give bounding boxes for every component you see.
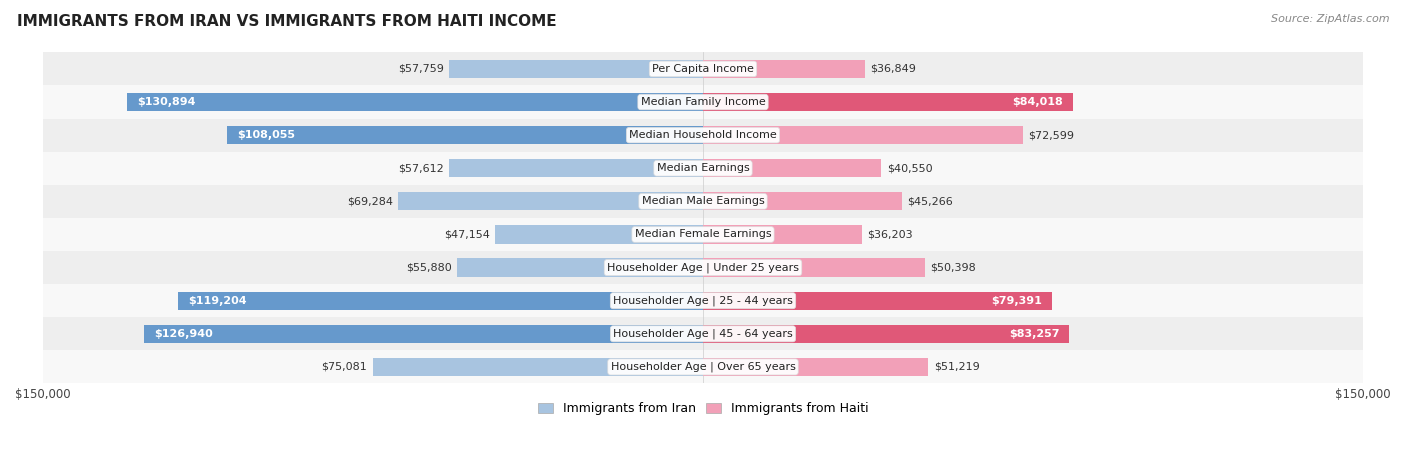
Bar <box>42 350 1364 383</box>
Bar <box>42 317 1364 350</box>
Text: $69,284: $69,284 <box>347 196 392 206</box>
Bar <box>42 251 1364 284</box>
Bar <box>42 119 1364 152</box>
Text: Median Female Earnings: Median Female Earnings <box>634 229 772 240</box>
Text: IMMIGRANTS FROM IRAN VS IMMIGRANTS FROM HAITI INCOME: IMMIGRANTS FROM IRAN VS IMMIGRANTS FROM … <box>17 14 557 29</box>
Text: $72,599: $72,599 <box>1028 130 1074 140</box>
Text: Median Family Income: Median Family Income <box>641 97 765 107</box>
Text: Median Male Earnings: Median Male Earnings <box>641 196 765 206</box>
Text: $47,154: $47,154 <box>444 229 491 240</box>
Bar <box>398 192 703 211</box>
Text: $79,391: $79,391 <box>991 296 1042 306</box>
Bar <box>703 192 903 211</box>
Text: $36,203: $36,203 <box>868 229 914 240</box>
Text: Median Household Income: Median Household Income <box>628 130 778 140</box>
Bar <box>42 152 1364 185</box>
Text: $55,880: $55,880 <box>406 262 451 273</box>
Text: $75,081: $75,081 <box>322 362 367 372</box>
Bar <box>703 358 928 376</box>
Bar <box>42 218 1364 251</box>
Bar <box>703 226 862 244</box>
Bar <box>127 93 703 111</box>
Bar <box>495 226 703 244</box>
Text: $36,849: $36,849 <box>870 64 917 74</box>
Bar <box>703 93 1073 111</box>
Text: $130,894: $130,894 <box>136 97 195 107</box>
Bar <box>145 325 703 343</box>
Bar <box>703 258 925 276</box>
Bar <box>703 159 882 177</box>
Bar <box>703 126 1022 144</box>
Bar <box>42 185 1364 218</box>
Text: Householder Age | Under 25 years: Householder Age | Under 25 years <box>607 262 799 273</box>
Bar <box>42 52 1364 85</box>
Text: Householder Age | 45 - 64 years: Householder Age | 45 - 64 years <box>613 329 793 339</box>
Text: $57,612: $57,612 <box>398 163 444 173</box>
Text: Source: ZipAtlas.com: Source: ZipAtlas.com <box>1271 14 1389 24</box>
Bar <box>703 325 1070 343</box>
Text: $45,266: $45,266 <box>907 196 953 206</box>
Text: Median Earnings: Median Earnings <box>657 163 749 173</box>
Text: Per Capita Income: Per Capita Income <box>652 64 754 74</box>
Bar <box>42 85 1364 119</box>
Text: $50,398: $50,398 <box>931 262 976 273</box>
Legend: Immigrants from Iran, Immigrants from Haiti: Immigrants from Iran, Immigrants from Ha… <box>533 397 873 420</box>
Bar <box>373 358 703 376</box>
Bar <box>703 60 865 78</box>
Text: $126,940: $126,940 <box>155 329 212 339</box>
Text: $40,550: $40,550 <box>887 163 932 173</box>
Bar <box>179 291 703 310</box>
Bar <box>457 258 703 276</box>
Text: $108,055: $108,055 <box>238 130 295 140</box>
Text: Householder Age | Over 65 years: Householder Age | Over 65 years <box>610 361 796 372</box>
Text: Householder Age | 25 - 44 years: Householder Age | 25 - 44 years <box>613 296 793 306</box>
Bar <box>228 126 703 144</box>
Text: $83,257: $83,257 <box>1010 329 1060 339</box>
Bar <box>449 60 703 78</box>
Bar <box>703 291 1053 310</box>
Text: $57,759: $57,759 <box>398 64 443 74</box>
Text: $119,204: $119,204 <box>188 296 247 306</box>
Bar <box>42 284 1364 317</box>
Bar <box>450 159 703 177</box>
Text: $84,018: $84,018 <box>1012 97 1063 107</box>
Text: $51,219: $51,219 <box>934 362 980 372</box>
